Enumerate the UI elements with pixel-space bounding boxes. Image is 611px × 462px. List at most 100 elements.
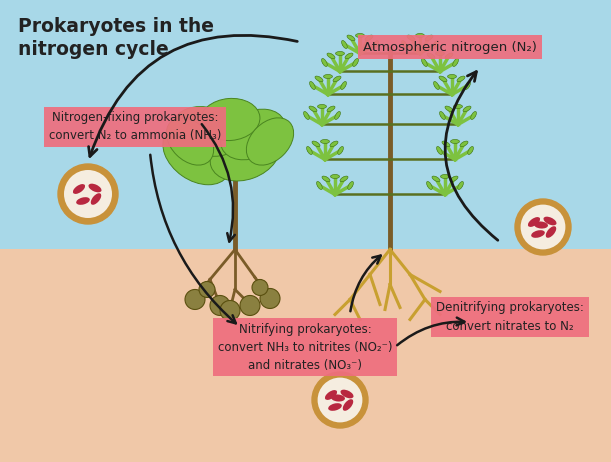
Circle shape <box>521 205 565 249</box>
Ellipse shape <box>528 217 540 227</box>
Circle shape <box>64 170 112 218</box>
Ellipse shape <box>310 81 315 90</box>
Ellipse shape <box>333 76 341 82</box>
Ellipse shape <box>546 226 556 238</box>
Ellipse shape <box>342 41 347 49</box>
Ellipse shape <box>465 81 470 90</box>
Circle shape <box>58 164 118 224</box>
Ellipse shape <box>76 197 90 205</box>
Ellipse shape <box>453 59 458 67</box>
Ellipse shape <box>534 221 548 229</box>
Ellipse shape <box>335 111 340 120</box>
Ellipse shape <box>433 41 439 49</box>
Ellipse shape <box>335 51 345 55</box>
Circle shape <box>260 288 280 309</box>
Ellipse shape <box>315 76 323 82</box>
Text: Prokaryotes in the: Prokaryotes in the <box>18 17 214 36</box>
Text: nitrogen cycle: nitrogen cycle <box>18 40 169 59</box>
Ellipse shape <box>341 81 346 90</box>
Circle shape <box>318 377 362 422</box>
Ellipse shape <box>325 390 337 400</box>
Circle shape <box>185 290 205 310</box>
Ellipse shape <box>401 41 408 49</box>
Ellipse shape <box>345 53 353 59</box>
Ellipse shape <box>434 81 439 90</box>
Ellipse shape <box>200 98 260 140</box>
Ellipse shape <box>323 74 332 79</box>
Ellipse shape <box>460 141 468 147</box>
Ellipse shape <box>331 395 345 401</box>
Ellipse shape <box>343 399 353 411</box>
Ellipse shape <box>445 53 453 59</box>
Ellipse shape <box>89 184 101 192</box>
Ellipse shape <box>221 109 285 160</box>
Ellipse shape <box>91 193 101 205</box>
Ellipse shape <box>173 107 241 156</box>
Ellipse shape <box>439 76 447 82</box>
Ellipse shape <box>450 176 458 182</box>
Ellipse shape <box>463 106 471 112</box>
Ellipse shape <box>439 111 445 120</box>
Circle shape <box>210 296 230 316</box>
Ellipse shape <box>531 230 545 238</box>
Circle shape <box>199 281 215 298</box>
Ellipse shape <box>442 141 450 147</box>
Ellipse shape <box>458 182 463 189</box>
Ellipse shape <box>450 140 459 144</box>
Ellipse shape <box>347 35 355 41</box>
Ellipse shape <box>246 118 294 165</box>
Ellipse shape <box>330 141 338 147</box>
Ellipse shape <box>331 175 340 178</box>
Bar <box>0 249 611 462</box>
Ellipse shape <box>348 182 353 189</box>
Ellipse shape <box>312 141 320 147</box>
Circle shape <box>312 372 368 428</box>
Bar <box>0 0 611 249</box>
Ellipse shape <box>318 104 326 109</box>
Ellipse shape <box>427 53 435 59</box>
Text: Denitrifying prokaryotes:
convert nitrates to N₂: Denitrifying prokaryotes: convert nitrat… <box>436 302 584 333</box>
Circle shape <box>220 300 240 321</box>
Ellipse shape <box>447 74 456 79</box>
Ellipse shape <box>322 176 330 182</box>
Ellipse shape <box>437 146 442 154</box>
Ellipse shape <box>307 146 312 154</box>
Ellipse shape <box>373 41 378 49</box>
Ellipse shape <box>426 182 432 189</box>
Circle shape <box>252 280 268 296</box>
Ellipse shape <box>321 59 327 67</box>
Ellipse shape <box>321 140 329 144</box>
Ellipse shape <box>356 33 365 37</box>
Ellipse shape <box>328 403 342 411</box>
Ellipse shape <box>304 111 309 120</box>
Ellipse shape <box>407 35 415 41</box>
Ellipse shape <box>415 33 425 37</box>
Ellipse shape <box>353 59 359 67</box>
Ellipse shape <box>340 389 354 398</box>
Ellipse shape <box>73 184 85 194</box>
Ellipse shape <box>327 106 335 112</box>
Ellipse shape <box>445 106 453 112</box>
Text: Nitrogen-fixing prokaryotes:
convert N₂ to ammonia (NH₃): Nitrogen-fixing prokaryotes: convert N₂ … <box>49 111 221 142</box>
Ellipse shape <box>163 124 231 185</box>
Ellipse shape <box>338 146 343 154</box>
Ellipse shape <box>327 53 335 59</box>
Ellipse shape <box>316 182 322 189</box>
Circle shape <box>240 296 260 316</box>
Circle shape <box>515 199 571 255</box>
Text: Nitrifying prokaryotes:
convert NH₃ to nitrites (NO₂⁻)
and nitrates (NO₃⁻): Nitrifying prokaryotes: convert NH₃ to n… <box>218 322 392 371</box>
Ellipse shape <box>453 104 463 109</box>
Ellipse shape <box>470 111 477 120</box>
Ellipse shape <box>422 59 427 67</box>
Ellipse shape <box>544 217 557 225</box>
Ellipse shape <box>365 35 373 41</box>
Ellipse shape <box>309 106 317 112</box>
Ellipse shape <box>210 128 280 181</box>
Ellipse shape <box>425 35 433 41</box>
Ellipse shape <box>432 176 440 182</box>
Ellipse shape <box>441 175 450 178</box>
Ellipse shape <box>468 146 474 154</box>
Ellipse shape <box>436 51 444 55</box>
Ellipse shape <box>166 118 214 165</box>
Ellipse shape <box>340 176 348 182</box>
